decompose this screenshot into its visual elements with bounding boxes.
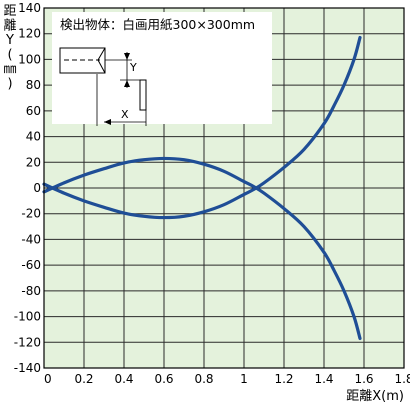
x-tick-label: 1.6 [354, 372, 373, 386]
x-tick-label: 0.8 [194, 372, 213, 386]
y-tick-label: 140 [18, 1, 41, 15]
y-tick-label: 100 [18, 52, 41, 66]
inset-diagram [59, 47, 147, 126]
y-axis-title-char: 離 [3, 19, 16, 34]
y-tick-label: 80 [26, 78, 41, 92]
inset-y-label: Y [129, 61, 137, 74]
y-tick-label: 120 [18, 27, 41, 41]
annotation-text: 検出物体：白画用紙300×300mm [60, 17, 255, 32]
y-tick-label: -140 [14, 361, 41, 375]
y-tick-label: -20 [21, 207, 41, 221]
y-tick-label: 0 [33, 181, 41, 195]
y-axis-title-char: ( [7, 48, 12, 63]
x-tick-label: 1.2 [274, 372, 293, 386]
x-tick-label: 0.6 [154, 372, 173, 386]
y-axis-title: 距離Y(㎜) [3, 4, 16, 92]
inset-arrowheads [104, 53, 130, 125]
x-tick-label: 1 [240, 372, 248, 386]
x-tick-label: 0.2 [74, 372, 93, 386]
inset-y-arrowhead-top [124, 53, 130, 60]
y-tick-label: 20 [26, 155, 41, 169]
y-tick-labels: 140 120 100 80 60 40 20 0 -20 -40 -60 -80 -100 -120 -1… [14, 1, 41, 375]
y-tick-label: -60 [21, 258, 41, 272]
inset-x-arrowhead-left [104, 119, 111, 125]
series-line-1 [42, 156, 362, 341]
y-tick-label: -40 [21, 232, 41, 246]
y-axis-title-char: ㎜ [3, 62, 16, 77]
inset-sensor-face2 [97, 59, 106, 74]
inset-sensor-face [97, 47, 106, 61]
x-tick-label: 1.8 [394, 372, 410, 386]
y-tick-label: -100 [14, 310, 41, 324]
x-tick-labels: 0 0.2 0.4 0.6 0.8 1 1.2 1.4 1.6 1.8 [44, 372, 410, 386]
y-tick-label: -80 [21, 284, 41, 298]
y-axis-title-char: Y [5, 33, 14, 48]
series-group [42, 35, 362, 341]
y-tick-label: 60 [26, 104, 41, 118]
y-axis-title-char: ) [7, 77, 12, 92]
x-tick-label: 0 [44, 372, 52, 386]
series-line-2 [42, 35, 362, 220]
x-axis-title: 距離X(m) [346, 389, 404, 404]
plot-frame [43, 7, 405, 369]
inset-target [139, 79, 147, 111]
y-axis-title-char: 距 [3, 4, 16, 19]
x-tick-label: 0.4 [114, 372, 133, 386]
inset-y-arrowhead-bottom [124, 80, 130, 87]
inset-x-label: X [121, 108, 129, 121]
x-tick-label: 1.4 [314, 372, 333, 386]
y-tick-label: 40 [26, 130, 41, 144]
y-tick-label: -120 [14, 335, 41, 349]
